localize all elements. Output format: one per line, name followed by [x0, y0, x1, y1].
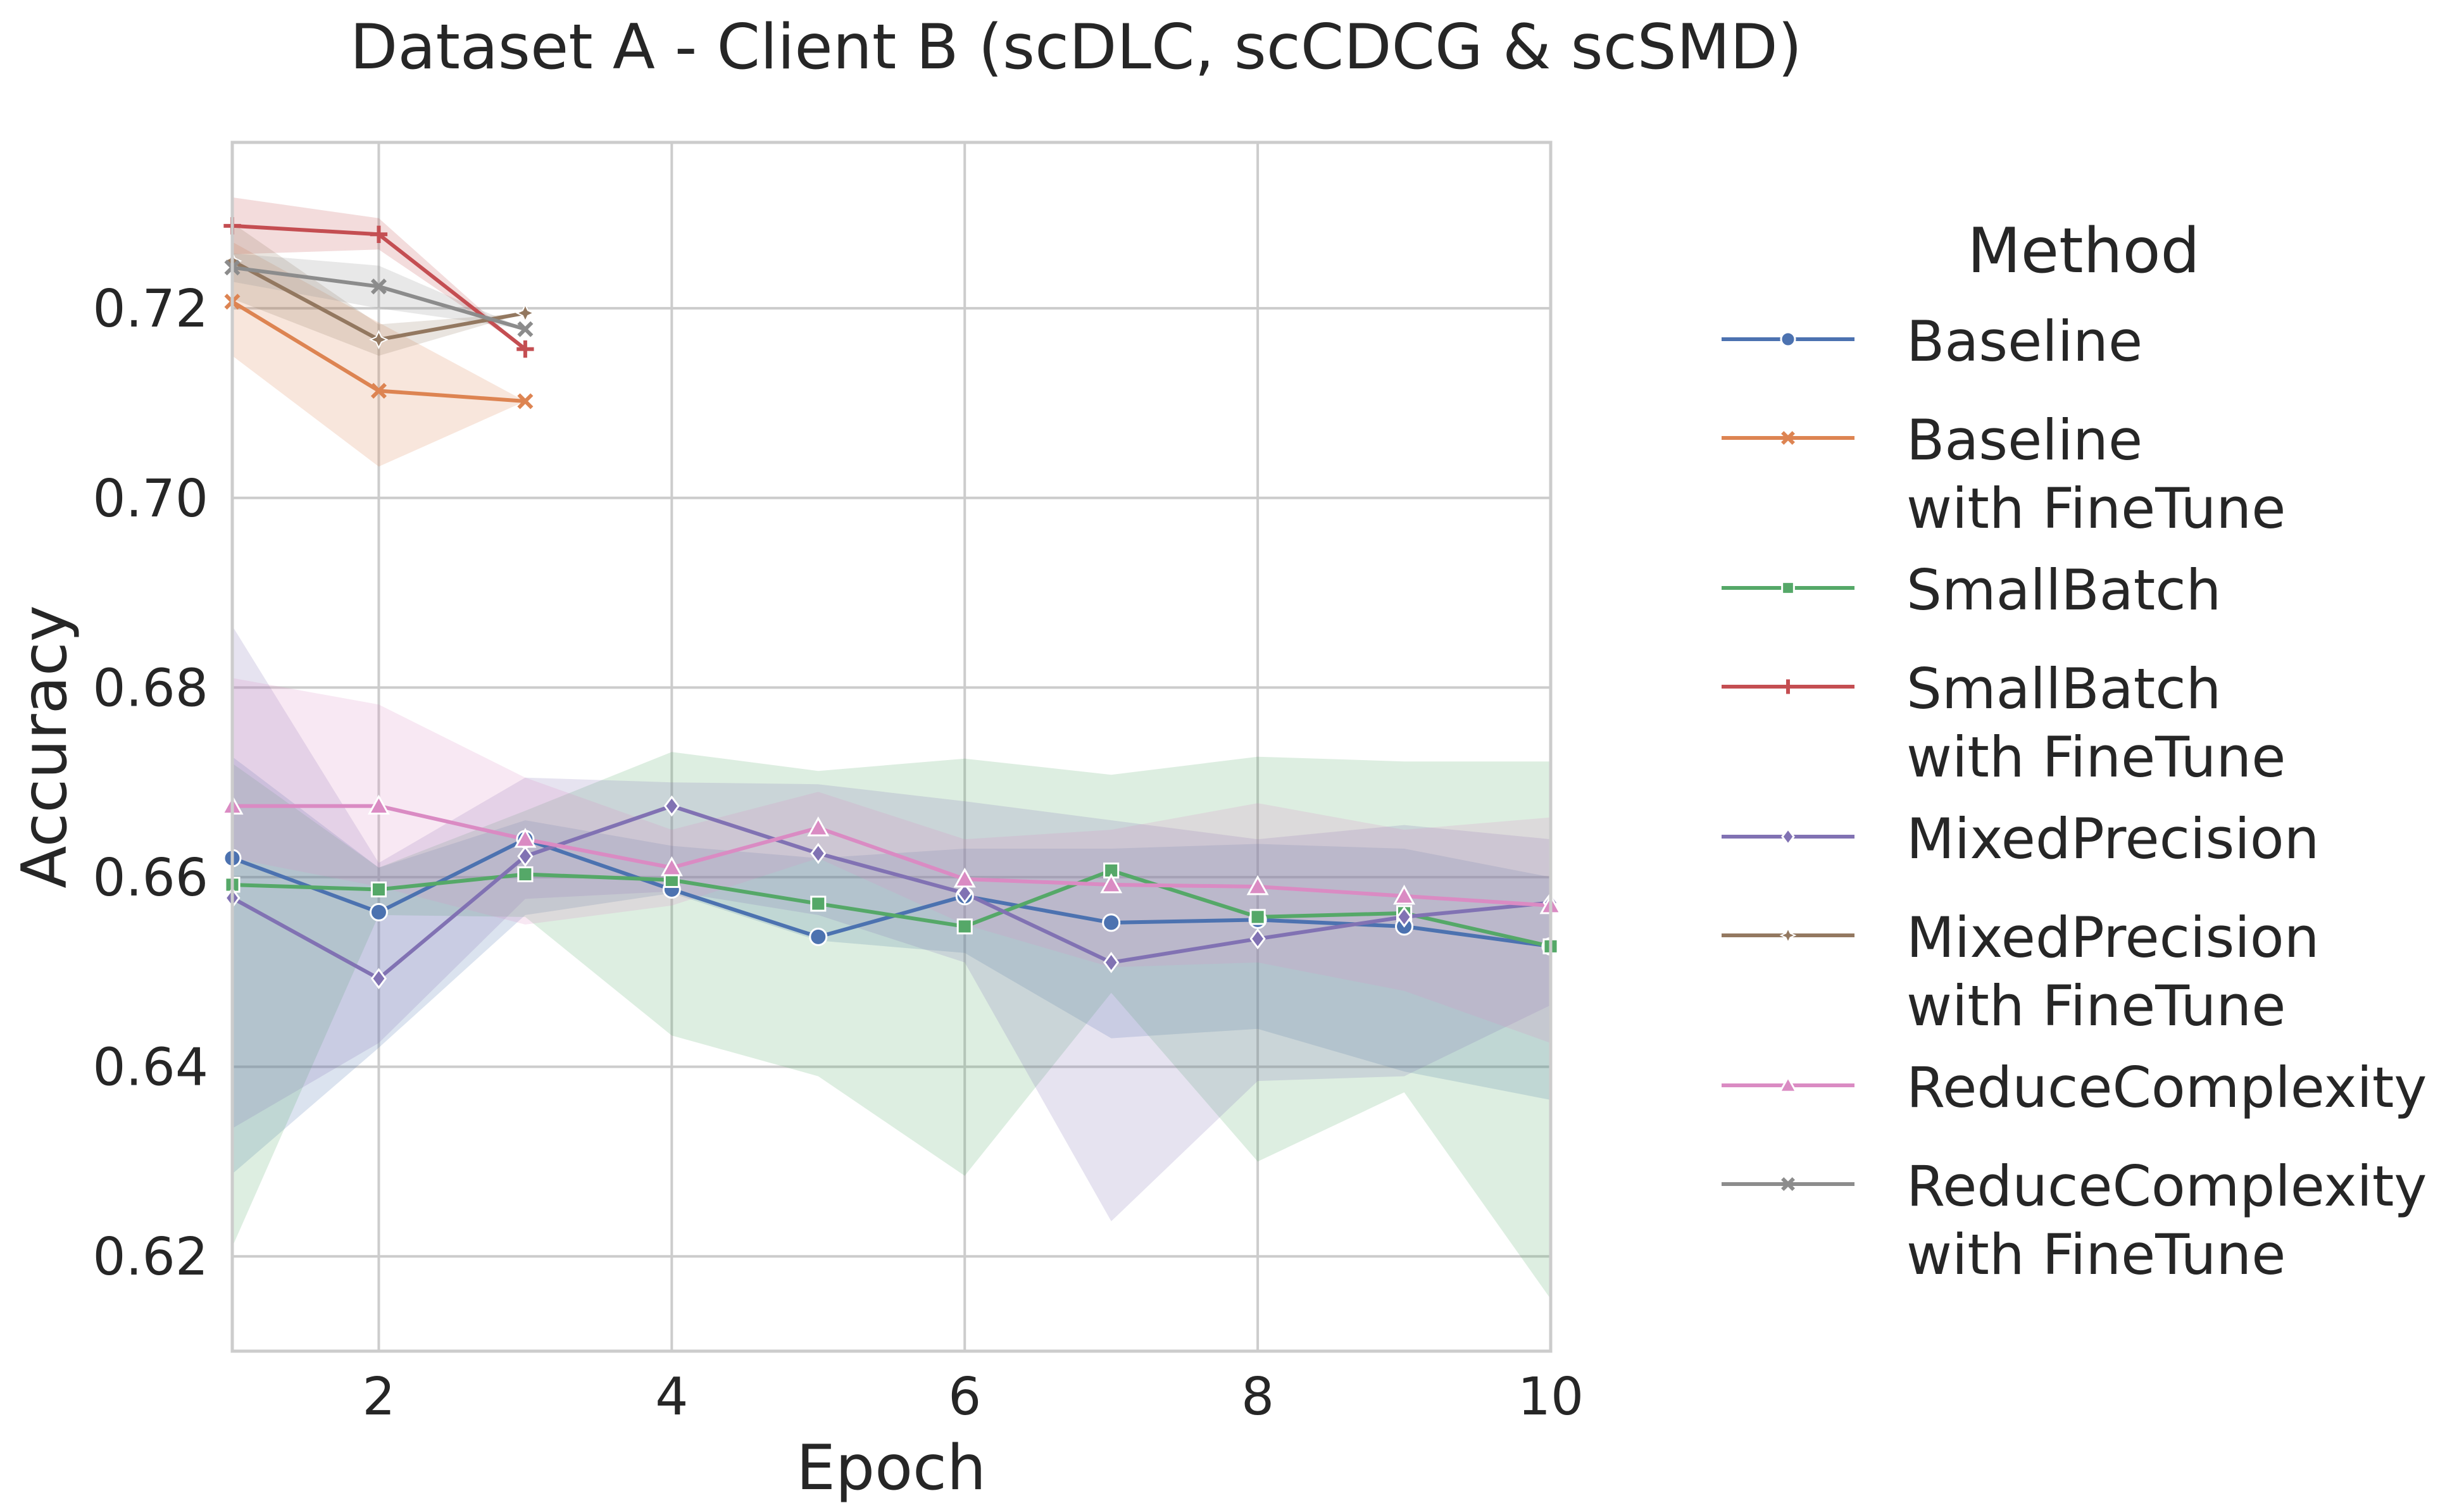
legend-label: MixedPrecision [1906, 806, 2319, 871]
data-point [1246, 875, 1269, 895]
x-tick-label: 4 [655, 1367, 688, 1427]
series-line [231, 804, 1551, 981]
legend-item: SmallBatch [1722, 558, 2221, 623]
y-tick-label: 0.68 [92, 658, 208, 718]
legend-label: SmallBatch with FineTune [1906, 656, 2286, 790]
legend-marker [1778, 1075, 1798, 1093]
legend-label: Baseline with FineTune [1906, 408, 2286, 541]
x-axis-label: Epoch [796, 1432, 986, 1504]
legend-label: SmallBatch [1906, 558, 2221, 623]
confidence-band [232, 253, 525, 330]
y-tick-label: 0.66 [92, 848, 208, 908]
series-line [232, 804, 1551, 908]
data-point [515, 303, 535, 323]
chart-title: Dataset A - Client B (scDLC, scCDCG & sc… [350, 11, 1802, 84]
x-tick-label: 2 [362, 1367, 395, 1427]
data-point [370, 225, 388, 243]
data-point [810, 895, 827, 912]
confidence-band [232, 197, 525, 349]
y-tick-labels: 0.62 0.64 0.66 0.68 0.70 0.72 [92, 279, 208, 1287]
series-line [232, 868, 1551, 949]
y-tick-label: 0.62 [92, 1227, 208, 1287]
data-point [517, 393, 534, 409]
data-point [956, 882, 973, 904]
data-point [517, 866, 534, 883]
data-point [1393, 884, 1416, 905]
legend-item: Baseline with FineTune [1722, 408, 2286, 541]
legend-item: ReduceComplexity with FineTune [1722, 1154, 2427, 1287]
y-tick-label: 0.72 [92, 279, 208, 339]
data-point [514, 828, 537, 848]
data-point [517, 845, 534, 867]
legend-item: ReduceComplexity [1722, 1055, 2427, 1120]
legend-label: MixedPrecision with FineTune [1906, 905, 2319, 1039]
legend-marker [1780, 679, 1796, 694]
legend-item: MixedPrecision with FineTune [1722, 905, 2319, 1039]
confidence-band [232, 752, 1551, 1299]
data-point [370, 278, 387, 295]
legend-item: Baseline [1722, 309, 2142, 374]
data-point [663, 795, 680, 817]
data-point [370, 881, 387, 898]
x-tick-label: 6 [948, 1367, 981, 1427]
legend-label: ReduceComplexity with FineTune [1906, 1154, 2427, 1287]
legend-marker [1781, 827, 1795, 846]
plot-frame [230, 140, 1553, 1353]
data-point [807, 816, 830, 837]
legend-marker [1779, 927, 1797, 944]
confidence-band [232, 678, 1551, 1044]
plot-background [232, 142, 1551, 1351]
x-tick-label: 10 [1518, 1367, 1584, 1427]
legend-item: MixedPrecision [1722, 806, 2319, 871]
data-point [810, 842, 827, 864]
confidence-bands [232, 197, 1551, 1299]
data-point [516, 340, 534, 358]
data-point [1249, 928, 1266, 950]
data-point [369, 330, 389, 349]
data-point [1249, 909, 1266, 925]
data-point [1100, 873, 1123, 894]
data-point [517, 321, 534, 337]
legend-marker [1780, 331, 1796, 347]
y-tick-label: 0.70 [92, 469, 208, 529]
data-point [370, 968, 387, 990]
data-point [367, 794, 390, 815]
confidence-band [232, 626, 1551, 1221]
legend-marker [1781, 431, 1795, 445]
data-point [660, 856, 683, 877]
data-point [369, 902, 388, 921]
legend-marker [1781, 1177, 1795, 1191]
data-point [370, 382, 387, 399]
y-tick-label: 0.64 [92, 1038, 208, 1098]
legend-label: ReduceComplexity [1906, 1055, 2427, 1120]
legend-title: Method [1967, 215, 2200, 287]
data-point [953, 867, 976, 888]
data-point [1396, 906, 1413, 928]
data-point [809, 927, 828, 946]
confidence-band [232, 242, 525, 467]
y-axis-label: Accuracy [9, 605, 81, 888]
legend-label: Baseline [1906, 309, 2142, 374]
legend-marker [1781, 581, 1795, 595]
x-tick-label: 8 [1241, 1367, 1274, 1427]
x-tick-labels: 2 4 6 8 10 [362, 1367, 1584, 1427]
confidence-band [232, 223, 525, 356]
data-point [1102, 913, 1121, 932]
data-point [1103, 952, 1120, 973]
data-point [956, 918, 973, 935]
legend-item: SmallBatch with FineTune [1722, 656, 2286, 790]
confidence-band [232, 756, 1551, 1174]
legend: Method Baseline Baseline with FineTune Smal… [1722, 215, 2427, 1287]
grid [232, 142, 1552, 1351]
